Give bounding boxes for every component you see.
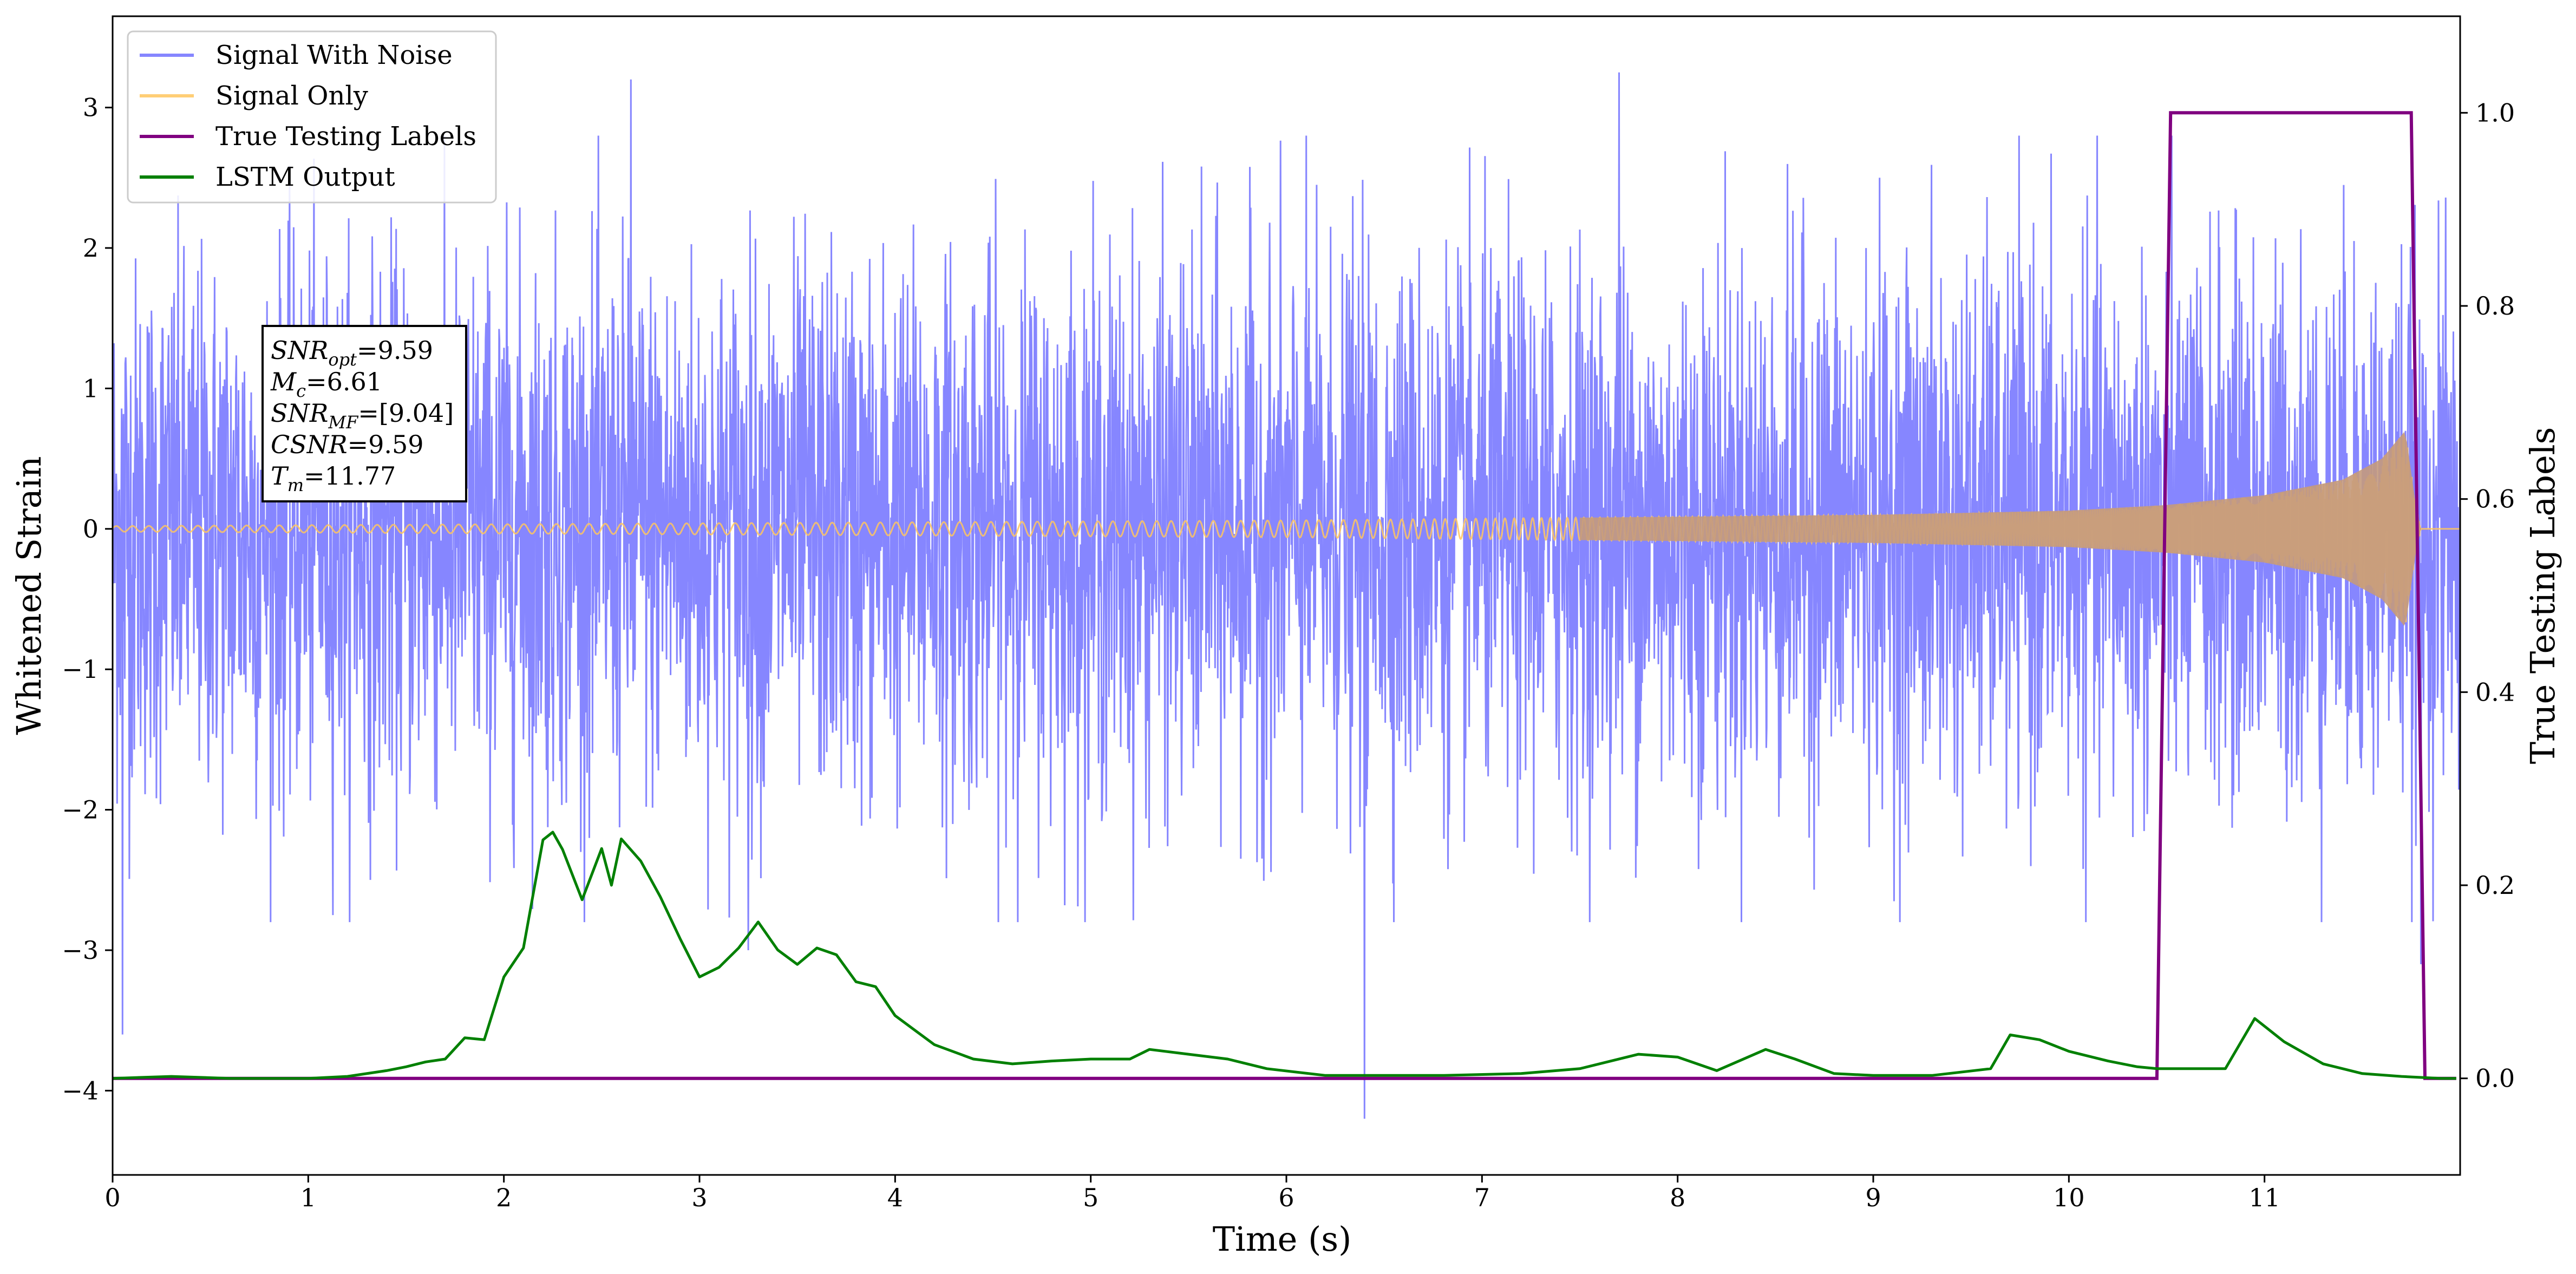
x-tick-label: 3 xyxy=(691,1183,707,1212)
legend-label-signal-only: Signal Only xyxy=(215,81,368,111)
x-tick-label: 6 xyxy=(1278,1183,1294,1212)
x-tick-label: 4 xyxy=(887,1183,903,1212)
lstm-output-line xyxy=(113,831,2456,1080)
x-tick-label: 7 xyxy=(1474,1183,1490,1212)
x-tick-label: 5 xyxy=(1083,1183,1099,1212)
annotation-line: CSNR=9.59 xyxy=(271,430,424,459)
y-tick-label: 1 xyxy=(83,374,99,403)
x-axis-label: Time (s) xyxy=(1213,1219,1352,1259)
x-tick-label: 10 xyxy=(2053,1183,2085,1212)
legend-label-lstm-output: LSTM Output xyxy=(215,162,395,192)
y-axis-left: 3 2 1 0 −1 −2 −3 −4 xyxy=(62,93,113,1105)
signal-only-series xyxy=(113,432,2460,626)
x-tick-label: 8 xyxy=(1670,1183,1685,1212)
y-tick-label: −2 xyxy=(62,795,99,825)
y2-tick-label: 1.0 xyxy=(2475,98,2515,127)
x-tick-label: 11 xyxy=(2248,1183,2280,1212)
y-tick-label: −3 xyxy=(62,936,99,965)
plot-area xyxy=(113,72,2460,1119)
y-axis-label: Whitened Strain xyxy=(9,456,49,735)
y2-tick-label: 0.0 xyxy=(2475,1064,2515,1093)
y2-tick-label: 0.8 xyxy=(2475,291,2515,321)
y-tick-label: 0 xyxy=(83,514,99,544)
y-tick-label: −1 xyxy=(62,655,99,684)
annotation-frame xyxy=(261,325,467,502)
legend-box xyxy=(127,30,497,204)
y2-tick-label: 0.2 xyxy=(2475,871,2515,900)
annotation-line: Tm=11.77 xyxy=(271,461,396,495)
legend: Signal With Noise Signal Only True Testing… xyxy=(127,30,497,204)
annotation-line: Mc=6.61 xyxy=(270,367,382,401)
y-axis-right: 0.0 0.2 0.4 0.6 0.8 1.0 xyxy=(2460,98,2515,1093)
annotation-line: SNRopt=9.59 xyxy=(271,336,433,370)
annotation-line: SNRMF=[9.04] xyxy=(271,398,454,433)
y-tick-label: 2 xyxy=(83,233,99,263)
signal-only-band xyxy=(1580,432,2421,626)
y-tick-label: 3 xyxy=(83,93,99,122)
y2-tick-label: 0.6 xyxy=(2475,485,2515,514)
lstm-output-series xyxy=(113,831,2456,1080)
y2-tick-label: 0.4 xyxy=(2475,677,2515,707)
x-tick-label: 1 xyxy=(300,1183,316,1212)
y2-axis-label: True Testing Labels xyxy=(2523,427,2562,765)
x-tick-label: 0 xyxy=(104,1183,120,1212)
legend-label-signal-with-noise: Signal With Noise xyxy=(215,40,453,70)
y-tick-label: −4 xyxy=(62,1076,99,1105)
legend-label-true-testing-labels: True Testing Labels xyxy=(215,121,476,152)
x-tick-label: 2 xyxy=(496,1183,512,1212)
x-tick-label: 9 xyxy=(1865,1183,1881,1212)
annotation-box: SNRopt=9.59Mc=6.61SNRMF=[9.04]CSNR=9.59T… xyxy=(261,325,467,502)
x-axis: 0 1 2 3 4 5 6 7 8 9 10 11 xyxy=(104,1175,2280,1212)
